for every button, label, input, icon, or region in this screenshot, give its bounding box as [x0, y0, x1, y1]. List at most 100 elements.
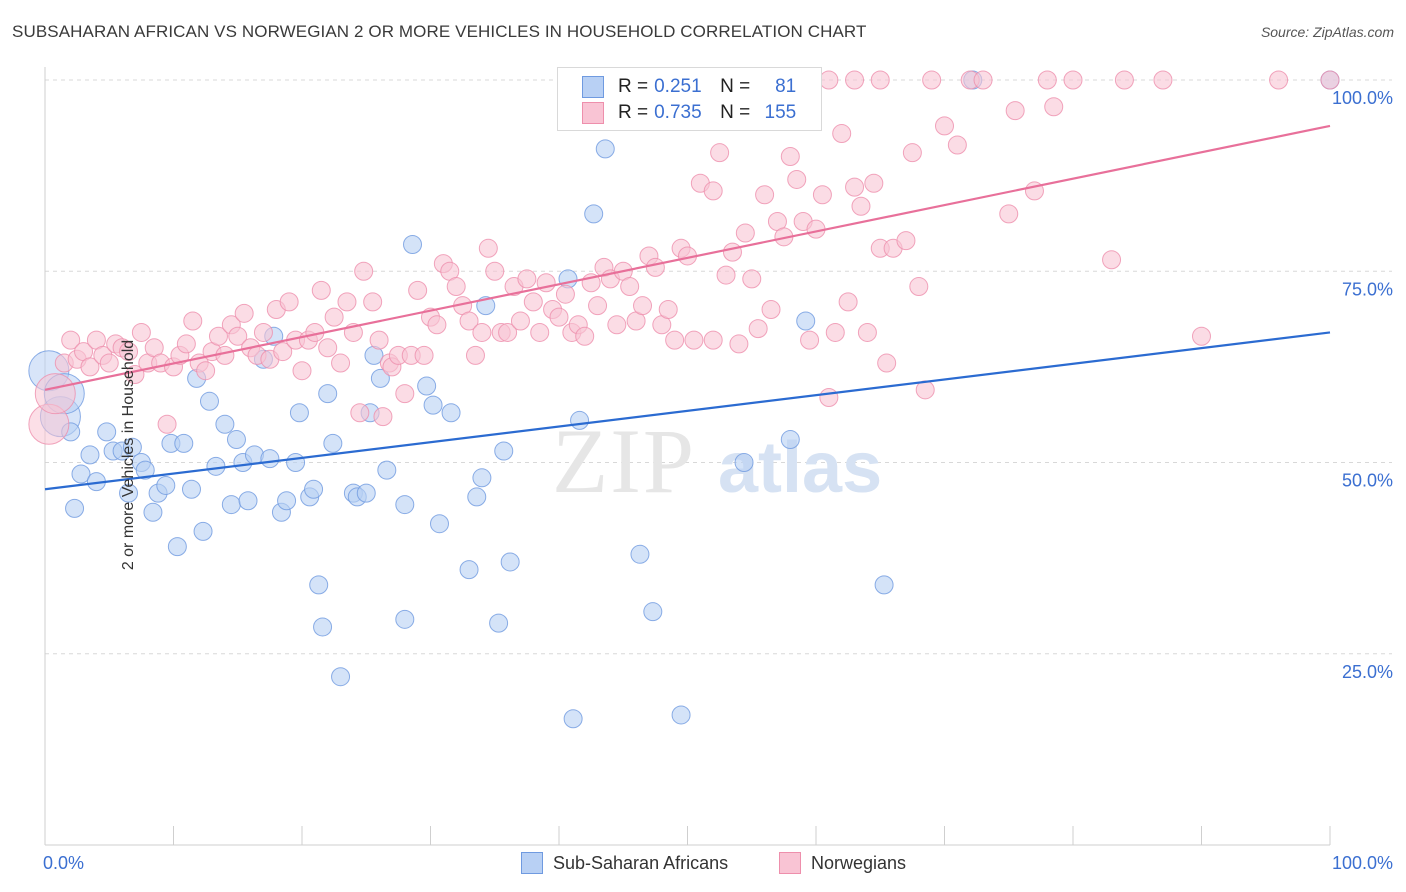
- data-point: [710, 143, 730, 163]
- data-point: [465, 345, 485, 365]
- data-point: [167, 537, 187, 557]
- data-point: [157, 414, 177, 434]
- data-point: [119, 483, 139, 503]
- data-point: [273, 342, 293, 362]
- data-point: [395, 384, 415, 404]
- correlation-legend: R = 0.251 N = 81 R = 0.735 N = 155: [557, 67, 822, 131]
- data-point: [318, 384, 338, 404]
- data-point: [947, 135, 967, 155]
- data-point: [748, 319, 768, 339]
- data-point: [825, 322, 845, 342]
- data-point: [181, 479, 201, 499]
- data-point: [864, 173, 884, 193]
- data-point: [193, 521, 213, 541]
- legend-row-norwegian: R = 0.735 N = 155: [582, 102, 796, 124]
- legend-swatch-norwegian: [582, 102, 604, 124]
- data-point: [874, 575, 894, 595]
- legend-n-label: N =: [720, 76, 751, 97]
- data-point: [143, 502, 163, 522]
- data-point: [377, 460, 397, 480]
- legend-n-label: N =: [720, 102, 751, 123]
- data-point: [183, 311, 203, 331]
- data-point: [643, 602, 663, 622]
- data-point: [1037, 70, 1057, 90]
- data-point: [221, 495, 241, 515]
- data-point: [156, 475, 176, 495]
- data-point: [780, 147, 800, 166]
- data-point: [584, 204, 604, 224]
- data-point: [354, 261, 374, 281]
- data-point: [735, 223, 755, 243]
- data-point: [658, 300, 678, 319]
- data-point: [71, 464, 91, 484]
- data-point: [370, 368, 390, 388]
- legend-r-value: 0.251: [654, 76, 702, 97]
- data-point: [570, 410, 590, 430]
- data-point: [595, 139, 615, 159]
- data-point: [61, 330, 81, 350]
- data-point: [131, 322, 151, 342]
- data-point: [1114, 70, 1134, 90]
- data-point: [530, 322, 550, 342]
- y-tick-label: 100.0%: [1332, 88, 1393, 108]
- data-point: [588, 296, 608, 316]
- data-point: [427, 315, 447, 335]
- data-point: [369, 330, 389, 350]
- data-point: [174, 433, 194, 453]
- data-point: [630, 544, 650, 564]
- data-point: [395, 495, 415, 515]
- data-point: [277, 491, 297, 511]
- data-point: [356, 483, 376, 503]
- data-point: [226, 430, 246, 450]
- data-point: [1102, 250, 1122, 270]
- data-point: [324, 307, 344, 327]
- data-point: [472, 468, 492, 488]
- data-point: [373, 407, 393, 427]
- data-point: [909, 277, 929, 297]
- legend-n-value: 81: [775, 76, 797, 97]
- data-point: [684, 330, 704, 350]
- data-point: [1320, 70, 1340, 90]
- data-point: [337, 292, 357, 312]
- legend-row-subsaharan: R = 0.251 N = 81: [582, 76, 796, 98]
- data-point: [523, 292, 543, 312]
- data-point: [363, 292, 383, 312]
- data-point: [755, 185, 775, 205]
- data-point: [311, 280, 331, 300]
- data-point: [292, 361, 312, 381]
- data-point: [845, 70, 865, 90]
- data-point: [703, 181, 723, 201]
- legend-r-label: R =: [618, 102, 649, 123]
- data-point: [510, 311, 530, 331]
- data-point: [607, 315, 627, 335]
- data-point: [414, 345, 434, 365]
- y-tick-label: 50.0%: [1342, 471, 1393, 491]
- data-point: [703, 330, 723, 350]
- data-point: [489, 613, 509, 633]
- axes: [44, 67, 1331, 846]
- data-point: [99, 353, 119, 373]
- data-point: [761, 300, 781, 319]
- data-point: [65, 498, 85, 518]
- data-point: [395, 609, 415, 629]
- data-point: [742, 269, 762, 289]
- legend-n-value: 155: [764, 102, 797, 123]
- data-point: [215, 414, 235, 434]
- bottom-legend-label-norwegian: Norwegians: [811, 852, 907, 873]
- data-point: [563, 709, 583, 729]
- data-point: [459, 311, 479, 331]
- data-point: [494, 441, 514, 461]
- data-point: [196, 361, 216, 381]
- data-point: [780, 430, 800, 450]
- data-point: [441, 403, 461, 423]
- bottom-legend-label-subsaharan: Sub-Saharan Africans: [553, 852, 729, 873]
- legend-swatch-subsaharan: [582, 76, 604, 98]
- data-point: [206, 456, 226, 476]
- data-point: [446, 277, 466, 297]
- data-points: [28, 70, 1340, 729]
- data-point: [80, 445, 100, 465]
- data-point: [80, 357, 100, 377]
- trend-line-subsaharan: [44, 331, 1331, 491]
- gridlines: [45, 79, 1392, 655]
